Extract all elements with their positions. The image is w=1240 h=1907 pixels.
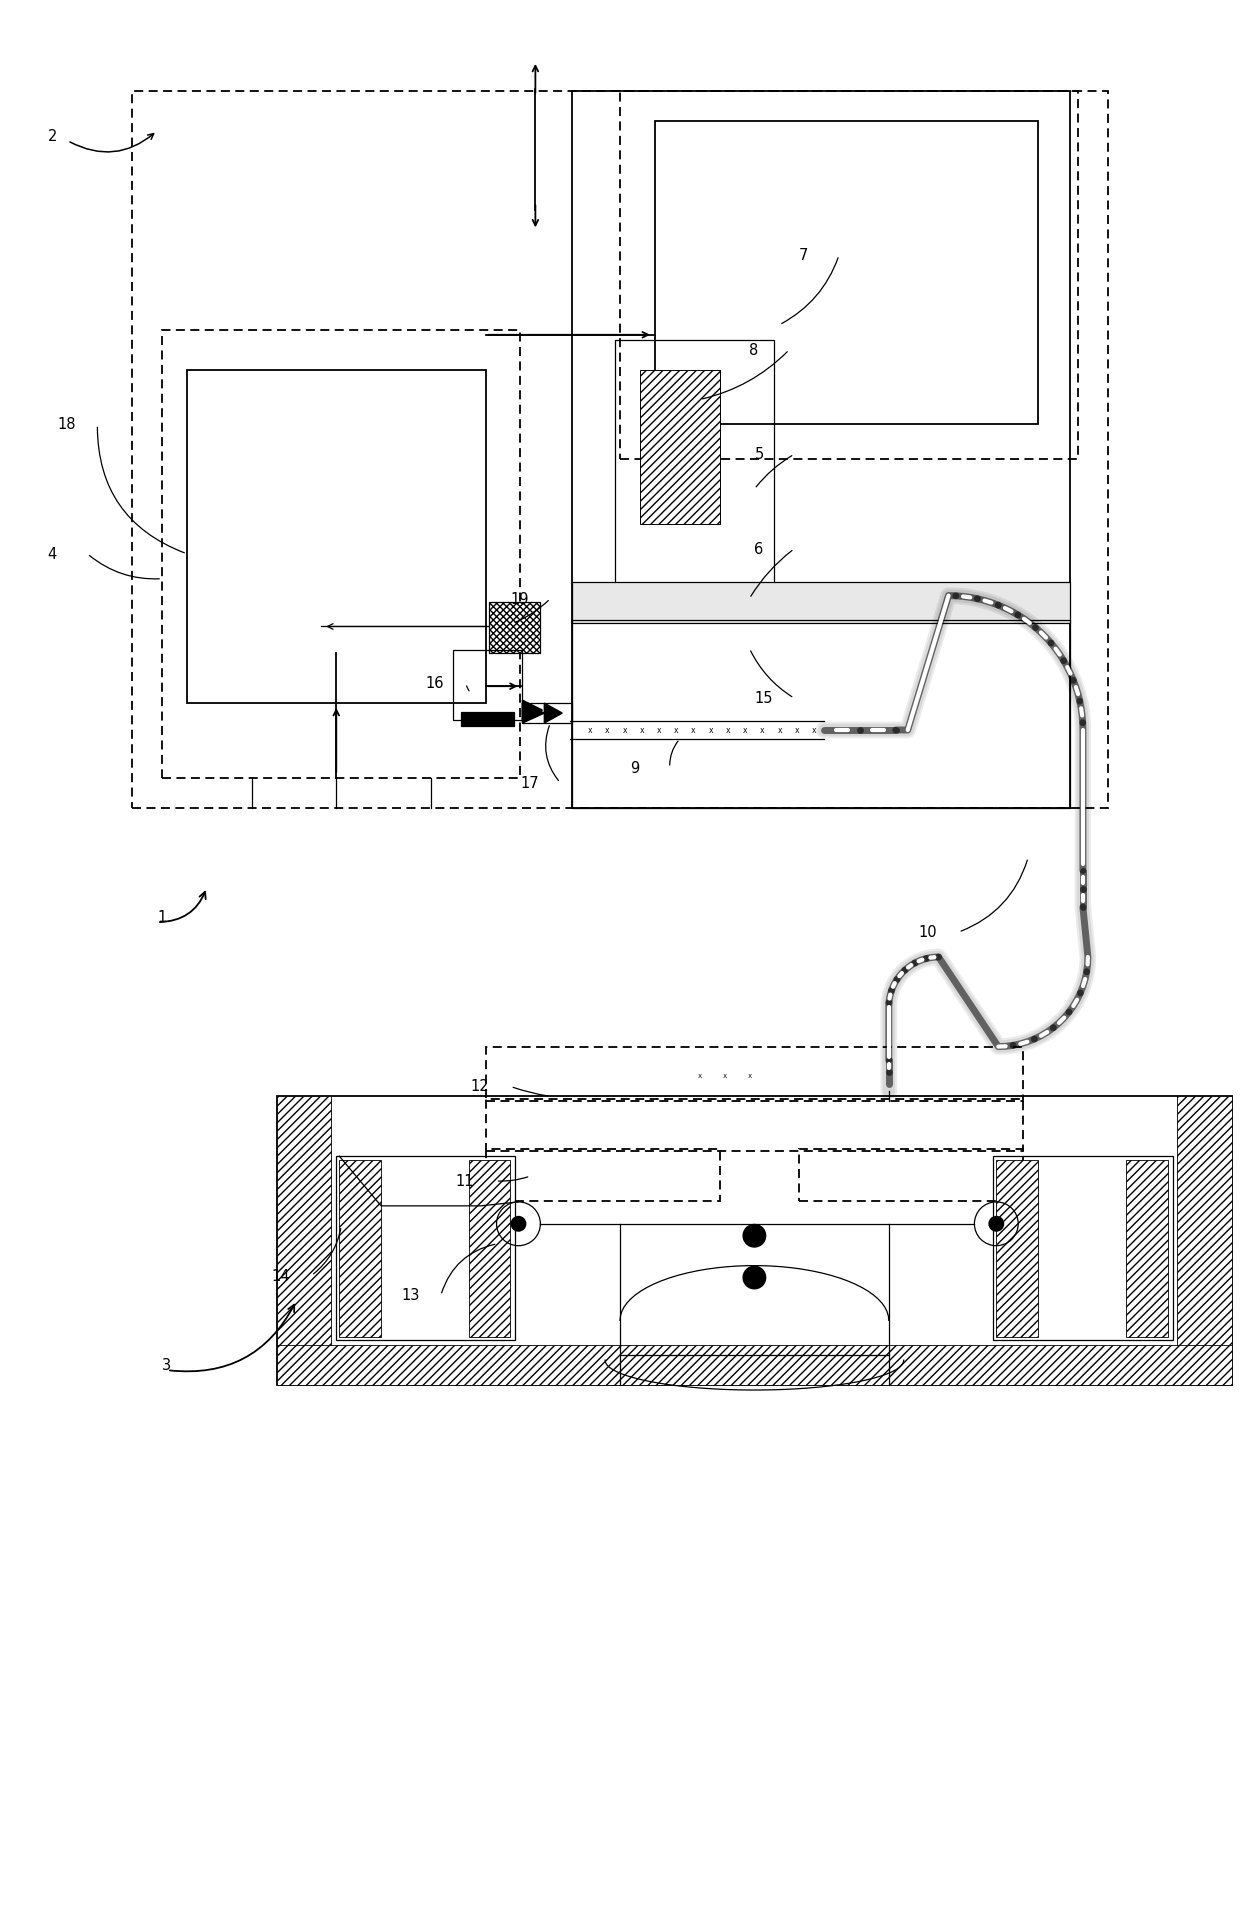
Text: x: x (640, 725, 644, 734)
Bar (486, 1047, 1023, 1102)
Text: 13: 13 (401, 1289, 419, 1304)
Text: 8: 8 (749, 343, 759, 359)
Bar (187, 370, 486, 704)
Text: x: x (725, 725, 730, 734)
Bar (996, 1159, 1038, 1337)
Text: x: x (748, 1074, 751, 1079)
Circle shape (743, 1224, 766, 1247)
Text: x: x (605, 725, 610, 734)
Bar (461, 711, 515, 727)
Bar (162, 330, 521, 778)
Bar (640, 370, 719, 524)
Polygon shape (544, 704, 562, 723)
Bar (522, 704, 572, 723)
Text: 19: 19 (511, 591, 529, 606)
Text: x: x (588, 725, 593, 734)
Bar (572, 620, 1070, 809)
Bar (620, 92, 1078, 460)
Bar (1178, 1097, 1233, 1384)
Bar (133, 92, 1107, 809)
Text: 18: 18 (57, 418, 76, 433)
Text: x: x (795, 725, 800, 734)
Bar (572, 92, 1070, 809)
Bar (277, 1097, 331, 1384)
Text: 6: 6 (754, 542, 764, 557)
Text: 10: 10 (919, 925, 937, 940)
Text: x: x (675, 725, 678, 734)
Text: 3: 3 (162, 1358, 171, 1373)
Circle shape (743, 1266, 766, 1289)
Bar (655, 120, 1038, 425)
Text: x: x (691, 725, 696, 734)
Text: 15: 15 (754, 690, 773, 706)
Text: 9: 9 (630, 761, 639, 776)
Text: x: x (622, 725, 627, 734)
Text: 1: 1 (157, 910, 166, 925)
Bar (1126, 1159, 1168, 1337)
Bar (800, 1150, 1023, 1201)
Text: 11: 11 (456, 1175, 474, 1188)
Text: x: x (743, 725, 748, 734)
Circle shape (511, 1217, 527, 1232)
Bar (277, 1344, 1233, 1384)
Text: x: x (723, 1074, 727, 1079)
Text: 12: 12 (471, 1079, 490, 1095)
Polygon shape (522, 700, 542, 721)
Bar (615, 339, 774, 593)
Text: x: x (657, 725, 661, 734)
Text: 16: 16 (425, 677, 444, 690)
Bar (572, 582, 1070, 624)
Bar (277, 1097, 1233, 1384)
Text: 4: 4 (47, 547, 57, 563)
Bar (486, 1150, 719, 1201)
Text: 2: 2 (47, 128, 57, 143)
Text: x: x (708, 725, 713, 734)
Text: 7: 7 (800, 248, 808, 263)
Bar (489, 601, 541, 654)
Bar (469, 1159, 511, 1337)
Text: 5: 5 (754, 448, 764, 461)
Bar (993, 1156, 1173, 1341)
Bar (336, 1156, 516, 1341)
Bar (340, 1159, 381, 1337)
Polygon shape (522, 704, 544, 723)
Text: 17: 17 (521, 776, 539, 791)
Bar (453, 650, 522, 721)
Text: x: x (760, 725, 765, 734)
Text: x: x (698, 1074, 702, 1079)
Bar (489, 601, 541, 654)
Text: x: x (777, 725, 782, 734)
Text: x: x (812, 725, 816, 734)
Bar (486, 1098, 1023, 1152)
Text: 14: 14 (272, 1268, 290, 1283)
Circle shape (988, 1217, 1004, 1232)
